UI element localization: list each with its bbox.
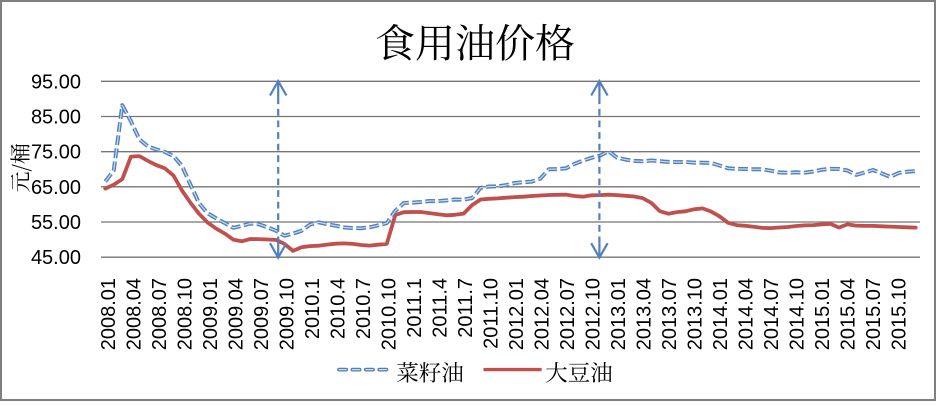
svg-text:2010.4: 2010.4 [328, 278, 350, 339]
svg-text:2008.10: 2008.10 [175, 278, 197, 350]
svg-text:2009.07: 2009.07 [251, 278, 273, 350]
svg-text:2013.01: 2013.01 [608, 278, 630, 350]
svg-text:2015.04: 2015.04 [838, 278, 860, 350]
svg-text:2008.04: 2008.04 [124, 278, 146, 350]
svg-text:2011.7: 2011.7 [455, 278, 477, 338]
svg-text:2009.10: 2009.10 [277, 278, 299, 350]
svg-text:2014.10: 2014.10 [787, 278, 809, 350]
svg-text:75.00: 75.00 [31, 142, 81, 164]
svg-text:2012.04: 2012.04 [532, 278, 554, 350]
svg-text:2012.07: 2012.07 [557, 278, 579, 350]
svg-text:2013.07: 2013.07 [659, 278, 681, 350]
svg-text:2014.01: 2014.01 [710, 278, 732, 350]
svg-text:2011.4: 2011.4 [430, 278, 452, 338]
svg-text:45.00: 45.00 [31, 247, 81, 269]
svg-text:2012.10: 2012.10 [583, 278, 605, 350]
svg-text:65.00: 65.00 [31, 177, 81, 199]
svg-text:95.00: 95.00 [31, 71, 81, 93]
svg-text:2014.07: 2014.07 [761, 278, 783, 350]
svg-text:2013.10: 2013.10 [685, 278, 707, 350]
svg-text:2012.01: 2012.01 [506, 278, 528, 350]
svg-text:2008.01: 2008.01 [98, 278, 120, 350]
svg-text:2010.10: 2010.10 [379, 278, 401, 350]
svg-text:2011.1: 2011.1 [404, 278, 426, 338]
svg-text:2013.04: 2013.04 [634, 278, 656, 350]
svg-text:2015.07: 2015.07 [863, 278, 885, 350]
svg-text:2010.1: 2010.1 [302, 278, 324, 339]
svg-text:2008.07: 2008.07 [149, 278, 171, 350]
svg-text:85.00: 85.00 [31, 107, 81, 129]
svg-text:2009.01: 2009.01 [200, 278, 222, 350]
svg-text:2009.04: 2009.04 [226, 278, 248, 350]
svg-text:55.00: 55.00 [31, 212, 81, 234]
svg-text:2011.10: 2011.10 [481, 278, 503, 349]
svg-text:2015.01: 2015.01 [812, 278, 834, 350]
svg-text:2015.10: 2015.10 [889, 278, 911, 350]
svg-text:2014.04: 2014.04 [736, 278, 758, 350]
svg-text:2010.7: 2010.7 [353, 278, 375, 339]
